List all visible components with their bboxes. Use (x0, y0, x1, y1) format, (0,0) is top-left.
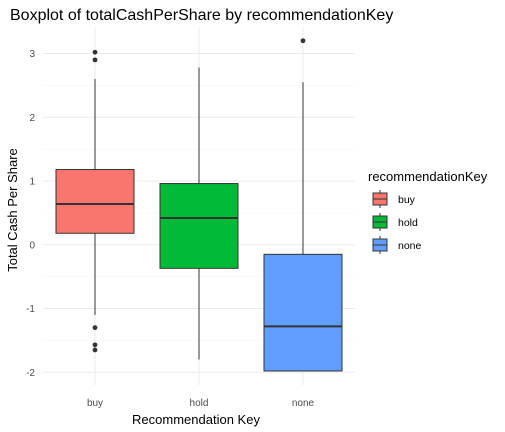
x-tick-labels: buy hold none (87, 398, 315, 409)
legend-title: recommendationKey (368, 169, 488, 184)
legend: recommendationKey buy hold none (368, 169, 488, 254)
legend-item-buy: buy (372, 190, 416, 208)
legend-items: buy hold none (372, 190, 422, 254)
box-iqr (159, 183, 239, 269)
legend-item-none: none (372, 236, 422, 254)
box-iqr (263, 253, 343, 372)
box-none (263, 38, 343, 372)
outlier-point (300, 38, 306, 44)
chart-title: Boxplot of totalCashPerShare by recommen… (10, 7, 393, 24)
y-tick-label: -1 (26, 304, 35, 315)
legend-item-hold: hold (372, 213, 418, 231)
legend-label: none (398, 240, 422, 252)
y-tick-label: 0 (29, 240, 35, 251)
y-tick-labels: -2 -1 0 1 2 3 (26, 49, 35, 379)
box-iqr (55, 169, 135, 234)
box-buy (55, 49, 135, 353)
y-tick-label: 2 (29, 113, 35, 124)
legend-label: buy (398, 194, 416, 206)
box-layer (55, 38, 343, 372)
box-hold (159, 67, 239, 360)
x-tick-label: hold (190, 398, 209, 409)
x-tick-label: none (292, 398, 315, 409)
y-tick-label: 1 (29, 177, 35, 188)
y-tick-label: 3 (29, 49, 35, 60)
outlier-point (92, 342, 98, 348)
outlier-point (92, 347, 98, 353)
outlier-point (92, 49, 98, 55)
y-tick-label: -2 (26, 368, 35, 379)
x-tick-label: buy (87, 398, 103, 409)
outlier-point (92, 325, 98, 331)
outlier-point (92, 57, 98, 63)
y-axis-title: Total Cash Per Share (5, 148, 20, 272)
x-axis-title: Recommendation Key (132, 412, 260, 427)
legend-label: hold (398, 217, 418, 229)
